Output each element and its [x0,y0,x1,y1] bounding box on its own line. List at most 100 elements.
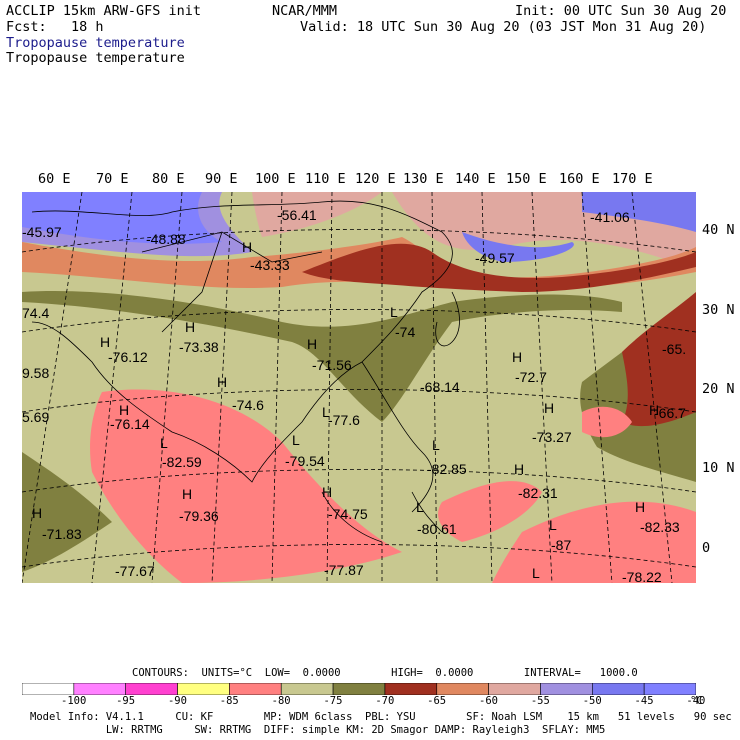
map-value-label: 9.58 [22,365,49,381]
lon-label: 170 E [612,171,653,187]
map-value-label: -82.31 [518,485,558,501]
colorbar-tick: -70 [375,695,395,707]
colorbar-swatch [592,682,645,696]
map-value-label: -76.14 [110,416,150,432]
map-value-label: -76.12 [108,349,148,365]
lat-label: 20 N [702,381,735,397]
lon-label: 120 E [355,171,396,187]
center-label: NCAR/MMM [272,3,338,19]
map-value-label: -74 [395,324,415,340]
colorbar-swatch [540,682,593,696]
colorbar-tick: -95 [116,695,136,707]
lat-label: 0 [702,540,711,556]
colorbar-svg [21,682,697,696]
colorbar-tick: -40 [686,695,706,707]
colorbar-tick: -75 [323,695,343,707]
colorbar-tick: -100 [61,695,87,707]
colorbar-swatch [21,682,75,696]
map-value-label: -82.33 [640,519,680,535]
colorbar-tick: -45 [634,695,654,707]
contour-info: CONTOURS: UNITS=°C LOW= 0.0000 HIGH= 0.0… [132,667,638,679]
lon-label: 90 E [205,171,238,187]
colorbar-swatch [488,682,541,696]
model-info-line1: Model Info: V4.1.1 CU: KF MP: WDM 6class… [30,711,732,723]
lon-label: 60 E [38,171,71,187]
colorbar-tick: -65 [427,695,447,707]
lon-label: 80 E [152,171,185,187]
colorbar-tick: -60 [479,695,498,707]
lat-label: 40 N [702,222,735,238]
map-value-label: H [182,486,192,502]
map-value-label: -80.61 [417,521,457,537]
map-value-label: -45.97 [22,224,62,240]
map-value-label: H [119,402,129,418]
map-value-label: -49.57 [475,250,515,266]
map-value-label: H [649,402,659,418]
map-panel: -45.97 -48.88 H -43.33 -56.41 -41.06 -49.57 74.… [22,192,696,583]
map-value-label: H [322,484,332,500]
colorbar-tick: -80 [271,695,291,707]
map-value-label: -56.41 [277,207,317,223]
map-value-label: -77.87 [324,562,364,578]
map-value-label: H [185,319,195,335]
map-value-label: -68.14 [420,379,460,395]
map-value-label: -82.59 [162,454,202,470]
colorbar-swatch [73,682,126,696]
model-info-line2: LW: RRTMG SW: RRTMG DIFF: simple KM: 2D … [30,724,606,736]
colorbar [21,680,697,696]
map-value-label: -71.83 [42,526,82,542]
field-title-1: Tropopause temperature [6,35,185,51]
field-title-2: Tropopause temperature [6,50,185,66]
colorbar-tick: -90 [167,695,187,707]
colorbar-swatch [436,682,489,696]
map-value-label: 5.69 [22,409,49,425]
map-value-label: L [160,435,168,451]
valid-time: Valid: 18 UTC Sun 30 Aug 20 (03 JST Mon … [300,19,707,35]
map-value-label: L [390,304,398,320]
colorbar-swatch [643,682,697,696]
map-svg: -45.97 -48.88 H -43.33 -56.41 -41.06 -49.57 74.… [22,192,696,583]
colorbar-swatch [280,682,334,696]
colorbar-swatch [332,682,386,696]
map-value-label: H [512,349,522,365]
init-time: Init: 00 UTC Sun 30 Aug 20 [515,3,727,19]
map-value-label: L [532,565,540,581]
map-value-label: H [100,334,110,350]
map-value-label: 74.4 [22,305,49,321]
map-value-label: -65. [662,341,686,357]
map-value-label: L [322,404,330,420]
colorbar-swatch [229,682,282,696]
map-value-label: -71.56 [312,357,352,373]
forecast-hour: Fcst: 18 h [6,19,104,35]
colorbar-unit: °C [690,695,703,707]
map-value-label: -87 [551,537,571,553]
colorbar-tick: -85 [219,695,239,707]
map-value-label: -74.75 [328,506,368,522]
lon-label: 160 E [559,171,600,187]
map-value-label: -43.33 [250,257,290,273]
map-value-label: H [544,400,554,416]
map-value-label: -77.67 [115,563,155,579]
map-value-label: -41.06 [590,209,630,225]
map-value-label: -74.6 [232,397,264,413]
map-value-label: -73.38 [179,339,219,355]
map-value-label: H [307,336,317,352]
map-value-label: -72.7 [515,369,547,385]
map-value-label: -77.6 [328,412,360,428]
map-value-label: -73.27 [532,429,572,445]
lon-label: 100 E [255,171,296,187]
map-value-label: H [242,239,252,255]
map-value-label: -79.54 [285,453,325,469]
colorbar-swatch [177,682,230,696]
title-left: ACCLIP 15km ARW-GFS init [6,3,202,19]
map-value-label: L [416,499,424,515]
map-value-label: -66.7 [654,405,686,421]
map-value-label: L [432,437,440,453]
lon-label: 110 E [305,171,346,187]
map-value-label: -79.36 [179,508,219,524]
lat-label: 10 N [702,460,735,476]
colorbar-swatch [125,682,178,696]
map-value-label: H [217,374,227,390]
map-value-label: H [32,505,42,521]
map-value-label: -48.88 [146,231,186,247]
